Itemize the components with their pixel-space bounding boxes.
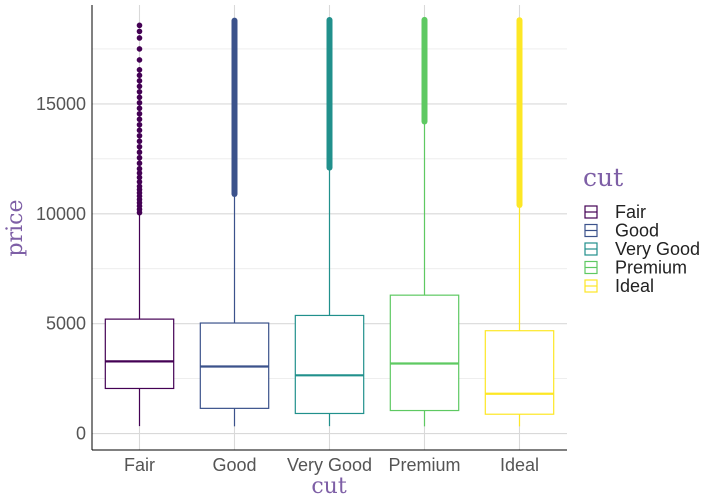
- legend-label: Fair: [615, 202, 646, 222]
- box-body: [389, 294, 460, 412]
- outlier-point: [136, 83, 143, 90]
- box-fair: [104, 22, 175, 427]
- outlier-point: [136, 143, 143, 150]
- y-axis-title: price: [3, 200, 28, 257]
- outlier-point: [136, 160, 143, 167]
- legend-label: Ideal: [615, 276, 654, 296]
- y-tick-label: 15000: [36, 94, 86, 114]
- outlier-point: [136, 67, 143, 73]
- y-tick-label: 0: [76, 424, 86, 444]
- x-tick-label: Ideal: [500, 455, 539, 475]
- outlier-point: [136, 183, 143, 190]
- boxes: [104, 16, 555, 427]
- outlier-point: [136, 99, 143, 106]
- outlier-point: [136, 121, 143, 128]
- outlier-point: [136, 116, 143, 123]
- legend-label: Premium: [615, 258, 687, 278]
- legend-item: Fair: [584, 202, 646, 222]
- outlier-point: [136, 94, 143, 101]
- outlier-point: [136, 57, 143, 63]
- box-very-good: [294, 16, 365, 427]
- outlier-point: [136, 35, 143, 41]
- legend-title: cut: [583, 163, 623, 192]
- outlier-point: [136, 105, 143, 112]
- outlier-point: [136, 127, 143, 134]
- outlier-point: [136, 132, 143, 139]
- outlier-point: [136, 28, 143, 35]
- box-body: [484, 330, 555, 415]
- outlier-point: [136, 154, 143, 161]
- outlier-point: [136, 170, 143, 176]
- legend-item: Good: [584, 221, 659, 241]
- legend-item: Premium: [584, 258, 687, 278]
- outlier-point: [136, 165, 143, 172]
- box-good: [199, 17, 270, 427]
- outlier-point: [136, 110, 143, 117]
- outlier-point: [136, 149, 143, 156]
- outlier-point: [136, 179, 143, 185]
- box-body: [294, 314, 365, 415]
- x-tick-label: Good: [212, 455, 256, 475]
- x-tick-label: Very Good: [287, 455, 372, 475]
- outlier-point: [136, 22, 143, 29]
- outlier-point: [136, 174, 143, 181]
- outlier-point: [136, 78, 143, 84]
- axes: 0 5000 10000 15000 Fair Good Very Good Premium I…: [36, 5, 567, 475]
- outlier-point: [136, 138, 143, 145]
- outlier-point: [136, 89, 143, 95]
- outlier-point: [136, 72, 143, 79]
- box-premium: [389, 16, 460, 427]
- x-tick-label: Premium: [388, 455, 460, 475]
- x-axis-title: cut: [311, 474, 346, 499]
- legend-label: Very Good: [615, 239, 700, 259]
- legend-label: Good: [615, 221, 659, 241]
- box-body: [104, 318, 175, 390]
- box-ideal: [484, 17, 555, 427]
- y-tick-label: 10000: [36, 204, 86, 224]
- x-tick-label: Fair: [124, 455, 155, 475]
- legend-item: Ideal: [584, 276, 654, 296]
- outlier-point: [136, 46, 143, 52]
- legend-item: Very Good: [584, 239, 700, 259]
- y-tick-label: 5000: [46, 314, 86, 334]
